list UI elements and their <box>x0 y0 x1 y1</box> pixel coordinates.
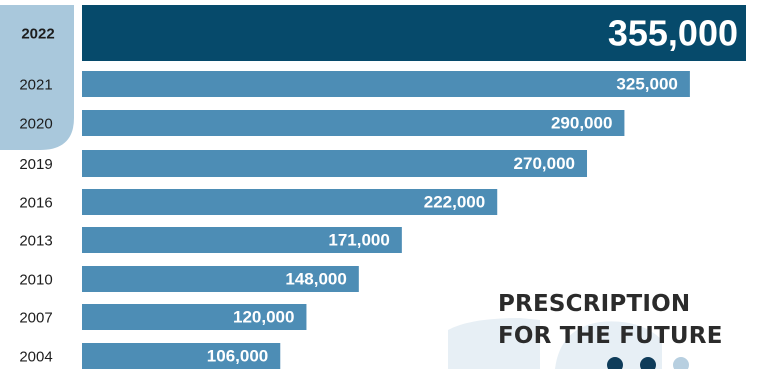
bar-value-label: 325,000 <box>616 75 677 94</box>
logo-dot <box>673 357 689 369</box>
bar-value-label: 148,000 <box>285 270 346 289</box>
year-label: 2019 <box>19 156 52 173</box>
bar-value-label: 120,000 <box>233 308 294 327</box>
bar-2007 <box>82 304 307 330</box>
year-label: 2021 <box>19 77 52 94</box>
year-label: 2016 <box>19 195 52 212</box>
bar-2004 <box>82 343 281 369</box>
logo-dot <box>640 357 656 369</box>
bar-2016 <box>82 189 498 215</box>
bar-value-label: 355,000 <box>608 13 738 54</box>
watermark-letter-shape <box>555 321 662 369</box>
bar-value-label: 106,000 <box>207 347 268 366</box>
bar-value-label: 171,000 <box>328 231 389 250</box>
brand-line-1: PRESCRIPTION <box>498 291 691 317</box>
bar-value-label: 290,000 <box>551 114 612 133</box>
logo-dot <box>607 357 623 369</box>
bar-2010 <box>82 266 359 292</box>
brand-wordmark: PRESCRIPTION FOR THE FUTURE <box>498 288 723 352</box>
year-label: 2020 <box>19 116 52 133</box>
year-label: 2010 <box>19 272 52 289</box>
year-label: 2013 <box>19 233 52 250</box>
year-highlight-tab <box>0 5 74 150</box>
bar-2019 <box>82 150 588 177</box>
year-label: 2004 <box>19 349 52 366</box>
bar-2021 <box>82 71 690 97</box>
watermark-letter-shape <box>448 318 540 369</box>
year-label: 2022 <box>21 26 54 43</box>
bar-value-label: 222,000 <box>424 193 485 212</box>
bar-value-label: 270,000 <box>514 154 575 173</box>
bar-2013 <box>82 227 402 253</box>
bar-2020 <box>82 110 625 136</box>
brand-line-2: FOR THE FUTURE <box>498 323 723 349</box>
bar-2022 <box>82 5 746 61</box>
year-label: 2007 <box>19 310 52 327</box>
